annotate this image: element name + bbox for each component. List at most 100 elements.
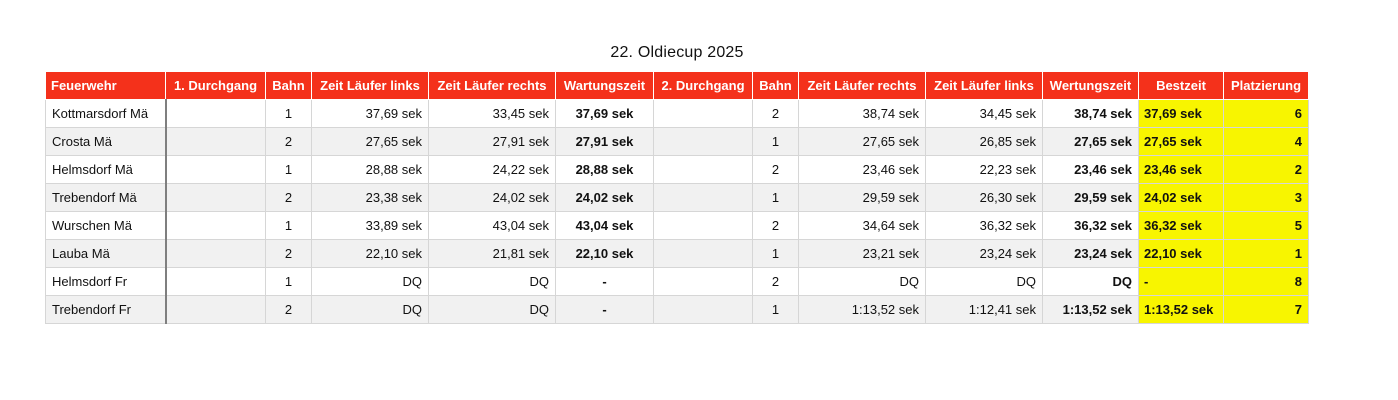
table-row: Helmsdorf Mä 1 28,88 sek 24,22 sek 28,88 sek… — [45, 155, 1309, 184]
col-zeit-rechts-1-cell: 43,04 sek — [428, 211, 556, 240]
col-bahn-2-cell: 2 — [752, 99, 799, 128]
col-durchgang-2-cell — [653, 295, 753, 324]
header-row: Feuerwehr 1. Durchgang Bahn Zeit Läufer lin… — [45, 72, 1309, 100]
col-zeit-rechts-2-cell: 38,74 sek — [798, 99, 926, 128]
table-row: Lauba Mä 2 22,10 sek 21,81 sek 22,10 sek 1 23,… — [45, 239, 1309, 268]
col-zeit-rechts-2-cell: 1:13,52 sek — [798, 295, 926, 324]
col-wertungszeit-cell: 36,32 sek — [1042, 211, 1139, 240]
col-wartungszeit-cell: 24,02 sek — [555, 183, 654, 212]
col-feuerwehr-header: Feuerwehr — [45, 72, 166, 100]
col-feuerwehr-cell: Lauba Mä — [45, 239, 167, 268]
col-bestzeit-cell: 36,32 sek — [1138, 211, 1224, 240]
col-durchgang-1-header: 1. Durchgang — [165, 72, 266, 100]
col-wartungszeit-cell: - — [555, 267, 654, 296]
col-bestzeit-header: Bestzeit — [1138, 72, 1224, 100]
col-wertungszeit-cell: 29,59 sek — [1042, 183, 1139, 212]
col-durchgang-1-cell — [165, 99, 266, 128]
col-wertungszeit-cell: DQ — [1042, 267, 1139, 296]
col-zeit-links-1-header: Zeit Läufer links — [311, 72, 429, 100]
col-bestzeit-cell: 23,46 sek — [1138, 155, 1224, 184]
table-row: Crosta Mä 2 27,65 sek 27,91 sek 27,91 sek 1 27… — [45, 127, 1309, 156]
col-zeit-rechts-2-cell: 23,46 sek — [798, 155, 926, 184]
col-zeit-links-2-cell: 22,23 sek — [925, 155, 1043, 184]
col-wertungszeit-cell: 23,46 sek — [1042, 155, 1139, 184]
col-durchgang-1-cell — [165, 183, 266, 212]
col-bahn-2-cell: 1 — [752, 127, 799, 156]
col-durchgang-1-cell — [165, 239, 266, 268]
col-durchgang-1-cell — [165, 295, 266, 324]
col-platzierung-cell: 3 — [1223, 183, 1309, 212]
col-wartungszeit-cell: 43,04 sek — [555, 211, 654, 240]
col-zeit-rechts-1-cell: 24,02 sek — [428, 183, 556, 212]
col-platzierung-cell: 1 — [1223, 239, 1309, 268]
col-bahn-1-cell: 2 — [265, 295, 312, 324]
col-wartungszeit-cell: 22,10 sek — [555, 239, 654, 268]
col-durchgang-1-cell — [165, 267, 266, 296]
col-zeit-rechts-2-cell: 23,21 sek — [798, 239, 926, 268]
table-row: Wurschen Mä 1 33,89 sek 43,04 sek 43,04 sek 2… — [45, 211, 1309, 240]
col-feuerwehr-cell: Trebendorf Mä — [45, 183, 167, 212]
col-zeit-rechts-1-cell: 33,45 sek — [428, 99, 556, 128]
col-durchgang-1-cell — [165, 127, 266, 156]
col-zeit-rechts-2-cell: DQ — [798, 267, 926, 296]
col-bahn-1-header: Bahn — [265, 72, 312, 100]
col-zeit-links-2-header: Zeit Läufer links — [925, 72, 1043, 100]
col-feuerwehr-cell: Crosta Mä — [45, 127, 167, 156]
col-zeit-rechts-1-cell: 27,91 sek — [428, 127, 556, 156]
table-row: Trebendorf Mä 2 23,38 sek 24,02 sek 24,02 se… — [45, 183, 1309, 212]
table-row: Trebendorf Fr 2 DQ DQ -1 1:13,52 sek 1:12,41 s… — [45, 295, 1309, 324]
col-durchgang-1-cell — [165, 211, 266, 240]
col-wertungszeit-header: Wertungszeit — [1042, 72, 1139, 100]
col-wartungszeit-cell: 28,88 sek — [555, 155, 654, 184]
col-bahn-1-cell: 1 — [265, 155, 312, 184]
col-durchgang-2-cell — [653, 239, 753, 268]
table-body: Kottmarsdorf Mä 1 37,69 sek 33,45 sek 37,69 … — [45, 99, 1309, 324]
col-bahn-1-cell: 2 — [265, 239, 312, 268]
col-durchgang-2-header: 2. Durchgang — [653, 72, 753, 100]
col-bahn-1-cell: 2 — [265, 127, 312, 156]
col-platzierung-cell: 6 — [1223, 99, 1309, 128]
col-bahn-2-cell: 1 — [752, 295, 799, 324]
col-durchgang-2-cell — [653, 183, 753, 212]
col-durchgang-1-cell — [165, 155, 266, 184]
col-bestzeit-cell: 24,02 sek — [1138, 183, 1224, 212]
col-feuerwehr-cell: Wurschen Mä — [45, 211, 167, 240]
col-zeit-links-2-cell: 23,24 sek — [925, 239, 1043, 268]
col-zeit-links-1-cell: 23,38 sek — [311, 183, 429, 212]
col-durchgang-2-cell — [653, 99, 753, 128]
col-zeit-links-1-cell: 22,10 sek — [311, 239, 429, 268]
col-wertungszeit-cell: 27,65 sek — [1042, 127, 1139, 156]
col-zeit-rechts-2-cell: 29,59 sek — [798, 183, 926, 212]
col-zeit-rechts-2-cell: 34,64 sek — [798, 211, 926, 240]
col-zeit-links-2-cell: 1:12,41 sek — [925, 295, 1043, 324]
table-row: Kottmarsdorf Mä 1 37,69 sek 33,45 sek 37,69 … — [45, 99, 1309, 128]
col-bahn-1-cell: 1 — [265, 211, 312, 240]
col-durchgang-2-cell — [653, 267, 753, 296]
col-wertungszeit-cell: 1:13,52 sek — [1042, 295, 1139, 324]
col-zeit-links-1-cell: 37,69 sek — [311, 99, 429, 128]
col-zeit-links-2-cell: 26,30 sek — [925, 183, 1043, 212]
col-zeit-links-1-cell: 33,89 sek — [311, 211, 429, 240]
col-wartungszeit-cell: 27,91 sek — [555, 127, 654, 156]
col-feuerwehr-cell: Kottmarsdorf Mä — [45, 99, 167, 128]
col-zeit-rechts-2-header: Zeit Läufer rechts — [798, 72, 926, 100]
col-zeit-rechts-1-cell: 24,22 sek — [428, 155, 556, 184]
col-platzierung-cell: 4 — [1223, 127, 1309, 156]
col-bestzeit-cell: 22,10 sek — [1138, 239, 1224, 268]
col-bahn-1-cell: 1 — [265, 267, 312, 296]
col-wartungszeit-cell: - — [555, 295, 654, 324]
col-bahn-2-cell: 2 — [752, 267, 799, 296]
col-zeit-links-1-cell: 28,88 sek — [311, 155, 429, 184]
col-zeit-rechts-1-cell: 21,81 sek — [428, 239, 556, 268]
results-table: Feuerwehr 1. Durchgang Bahn Zeit Läufer lin… — [45, 72, 1309, 324]
col-zeit-links-1-cell: DQ — [311, 295, 429, 324]
col-bestzeit-cell: 37,69 sek — [1138, 99, 1224, 128]
col-feuerwehr-cell: Helmsdorf Fr — [45, 267, 167, 296]
col-zeit-links-2-cell: 26,85 sek — [925, 127, 1043, 156]
col-zeit-rechts-2-cell: 27,65 sek — [798, 127, 926, 156]
col-wartungszeit-cell: 37,69 sek — [555, 99, 654, 128]
col-bahn-2-cell: 2 — [752, 211, 799, 240]
col-zeit-links-2-cell: 36,32 sek — [925, 211, 1043, 240]
col-zeit-rechts-1-cell: DQ — [428, 295, 556, 324]
col-durchgang-2-cell — [653, 155, 753, 184]
